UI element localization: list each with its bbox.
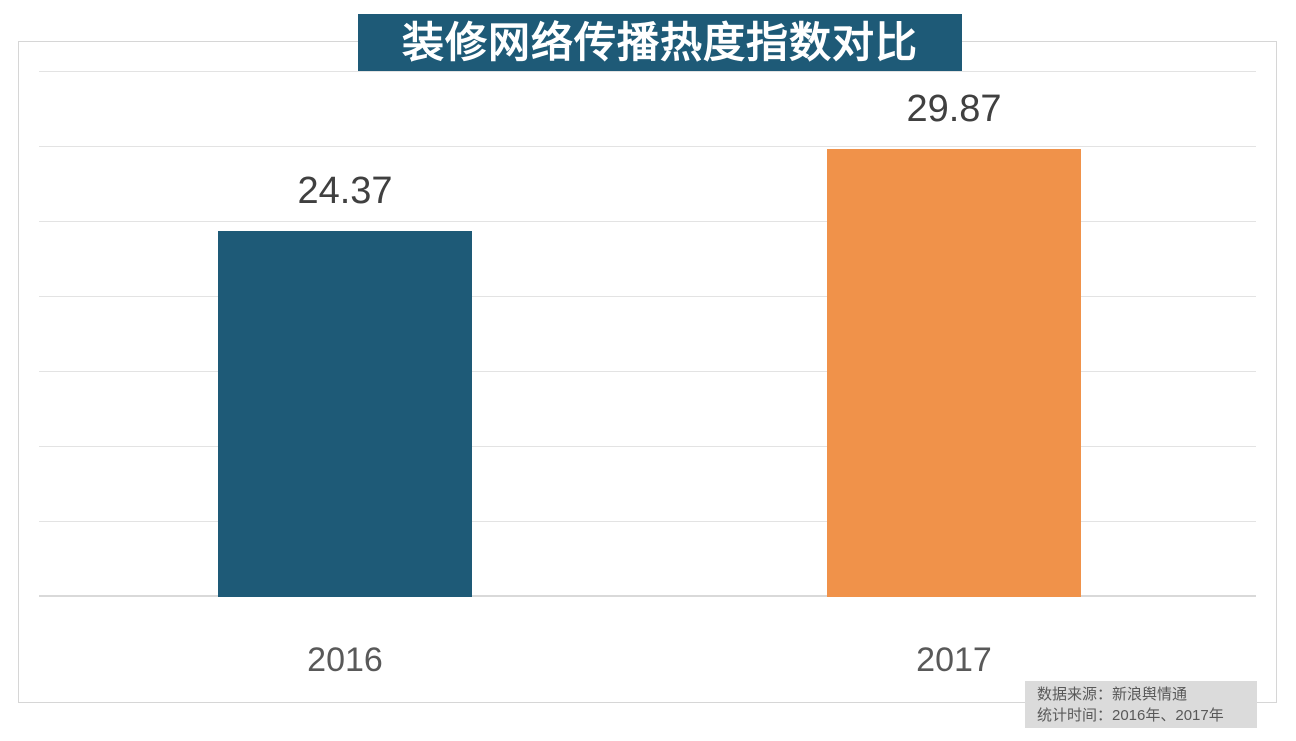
bar-2016[interactable] [218, 231, 472, 597]
source-note-line2: 统计时间：2016年、2017年 [1037, 707, 1224, 724]
x-axis-line [39, 595, 1256, 597]
source-note: 数据来源：新浪舆情通 统计时间：2016年、2017年 [1025, 681, 1257, 728]
gridline [39, 521, 1256, 522]
gridline [39, 446, 1256, 447]
bar-group-2017: 29.87 [827, 88, 1081, 597]
plot-frame: 24.37 29.87 2016 2017 [18, 41, 1277, 703]
gridline [39, 146, 1256, 147]
source-note-line1: 数据来源：新浪舆情通 [1037, 686, 1188, 703]
gridline [39, 296, 1256, 297]
category-label-2017: 2017 [916, 641, 992, 679]
bar-2017[interactable] [827, 149, 1081, 597]
value-label-2017: 29.87 [906, 88, 1002, 131]
value-label-2016: 24.37 [297, 170, 393, 213]
gridline [39, 221, 1256, 222]
category-label-2016: 2016 [307, 641, 383, 679]
gridline [39, 71, 1256, 72]
gridline [39, 371, 1256, 372]
chart-title: 装修网络传播热度指数对比 [358, 14, 962, 71]
bar-group-2016: 24.37 [218, 170, 472, 597]
gridlines [39, 42, 1256, 702]
